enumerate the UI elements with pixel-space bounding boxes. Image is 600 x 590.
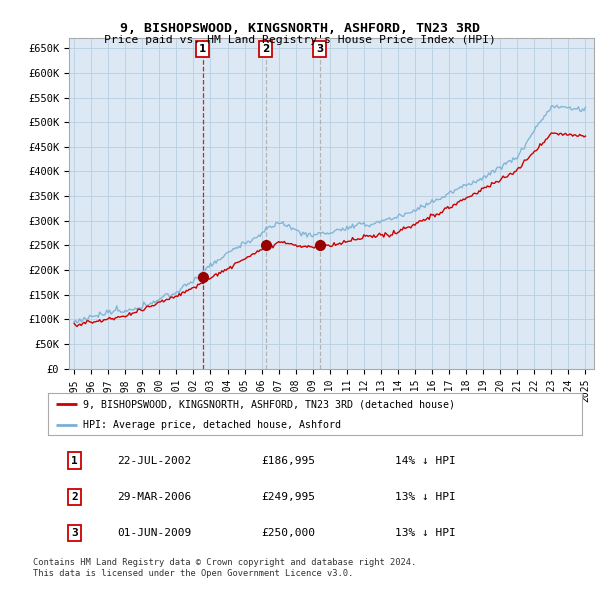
Text: £249,995: £249,995: [262, 492, 316, 502]
Text: 29-MAR-2006: 29-MAR-2006: [118, 492, 191, 502]
Text: 1: 1: [199, 44, 206, 54]
Text: Price paid vs. HM Land Registry's House Price Index (HPI): Price paid vs. HM Land Registry's House …: [104, 35, 496, 45]
Text: 13% ↓ HPI: 13% ↓ HPI: [395, 528, 456, 538]
Text: 14% ↓ HPI: 14% ↓ HPI: [395, 455, 456, 466]
Text: 3: 3: [316, 44, 323, 54]
Text: 01-JUN-2009: 01-JUN-2009: [118, 528, 191, 538]
Text: 22-JUL-2002: 22-JUL-2002: [118, 455, 191, 466]
Text: £186,995: £186,995: [262, 455, 316, 466]
Text: 1: 1: [71, 455, 78, 466]
Text: 9, BISHOPSWOOD, KINGSNORTH, ASHFORD, TN23 3RD: 9, BISHOPSWOOD, KINGSNORTH, ASHFORD, TN2…: [120, 22, 480, 35]
Text: 3: 3: [71, 528, 78, 538]
Text: 2: 2: [71, 492, 78, 502]
Text: 9, BISHOPSWOOD, KINGSNORTH, ASHFORD, TN23 3RD (detached house): 9, BISHOPSWOOD, KINGSNORTH, ASHFORD, TN2…: [83, 399, 455, 409]
Text: Contains HM Land Registry data © Crown copyright and database right 2024.
This d: Contains HM Land Registry data © Crown c…: [33, 558, 416, 578]
Text: £250,000: £250,000: [262, 528, 316, 538]
Text: 2: 2: [262, 44, 269, 54]
Text: HPI: Average price, detached house, Ashford: HPI: Average price, detached house, Ashf…: [83, 420, 341, 430]
Text: 13% ↓ HPI: 13% ↓ HPI: [395, 492, 456, 502]
